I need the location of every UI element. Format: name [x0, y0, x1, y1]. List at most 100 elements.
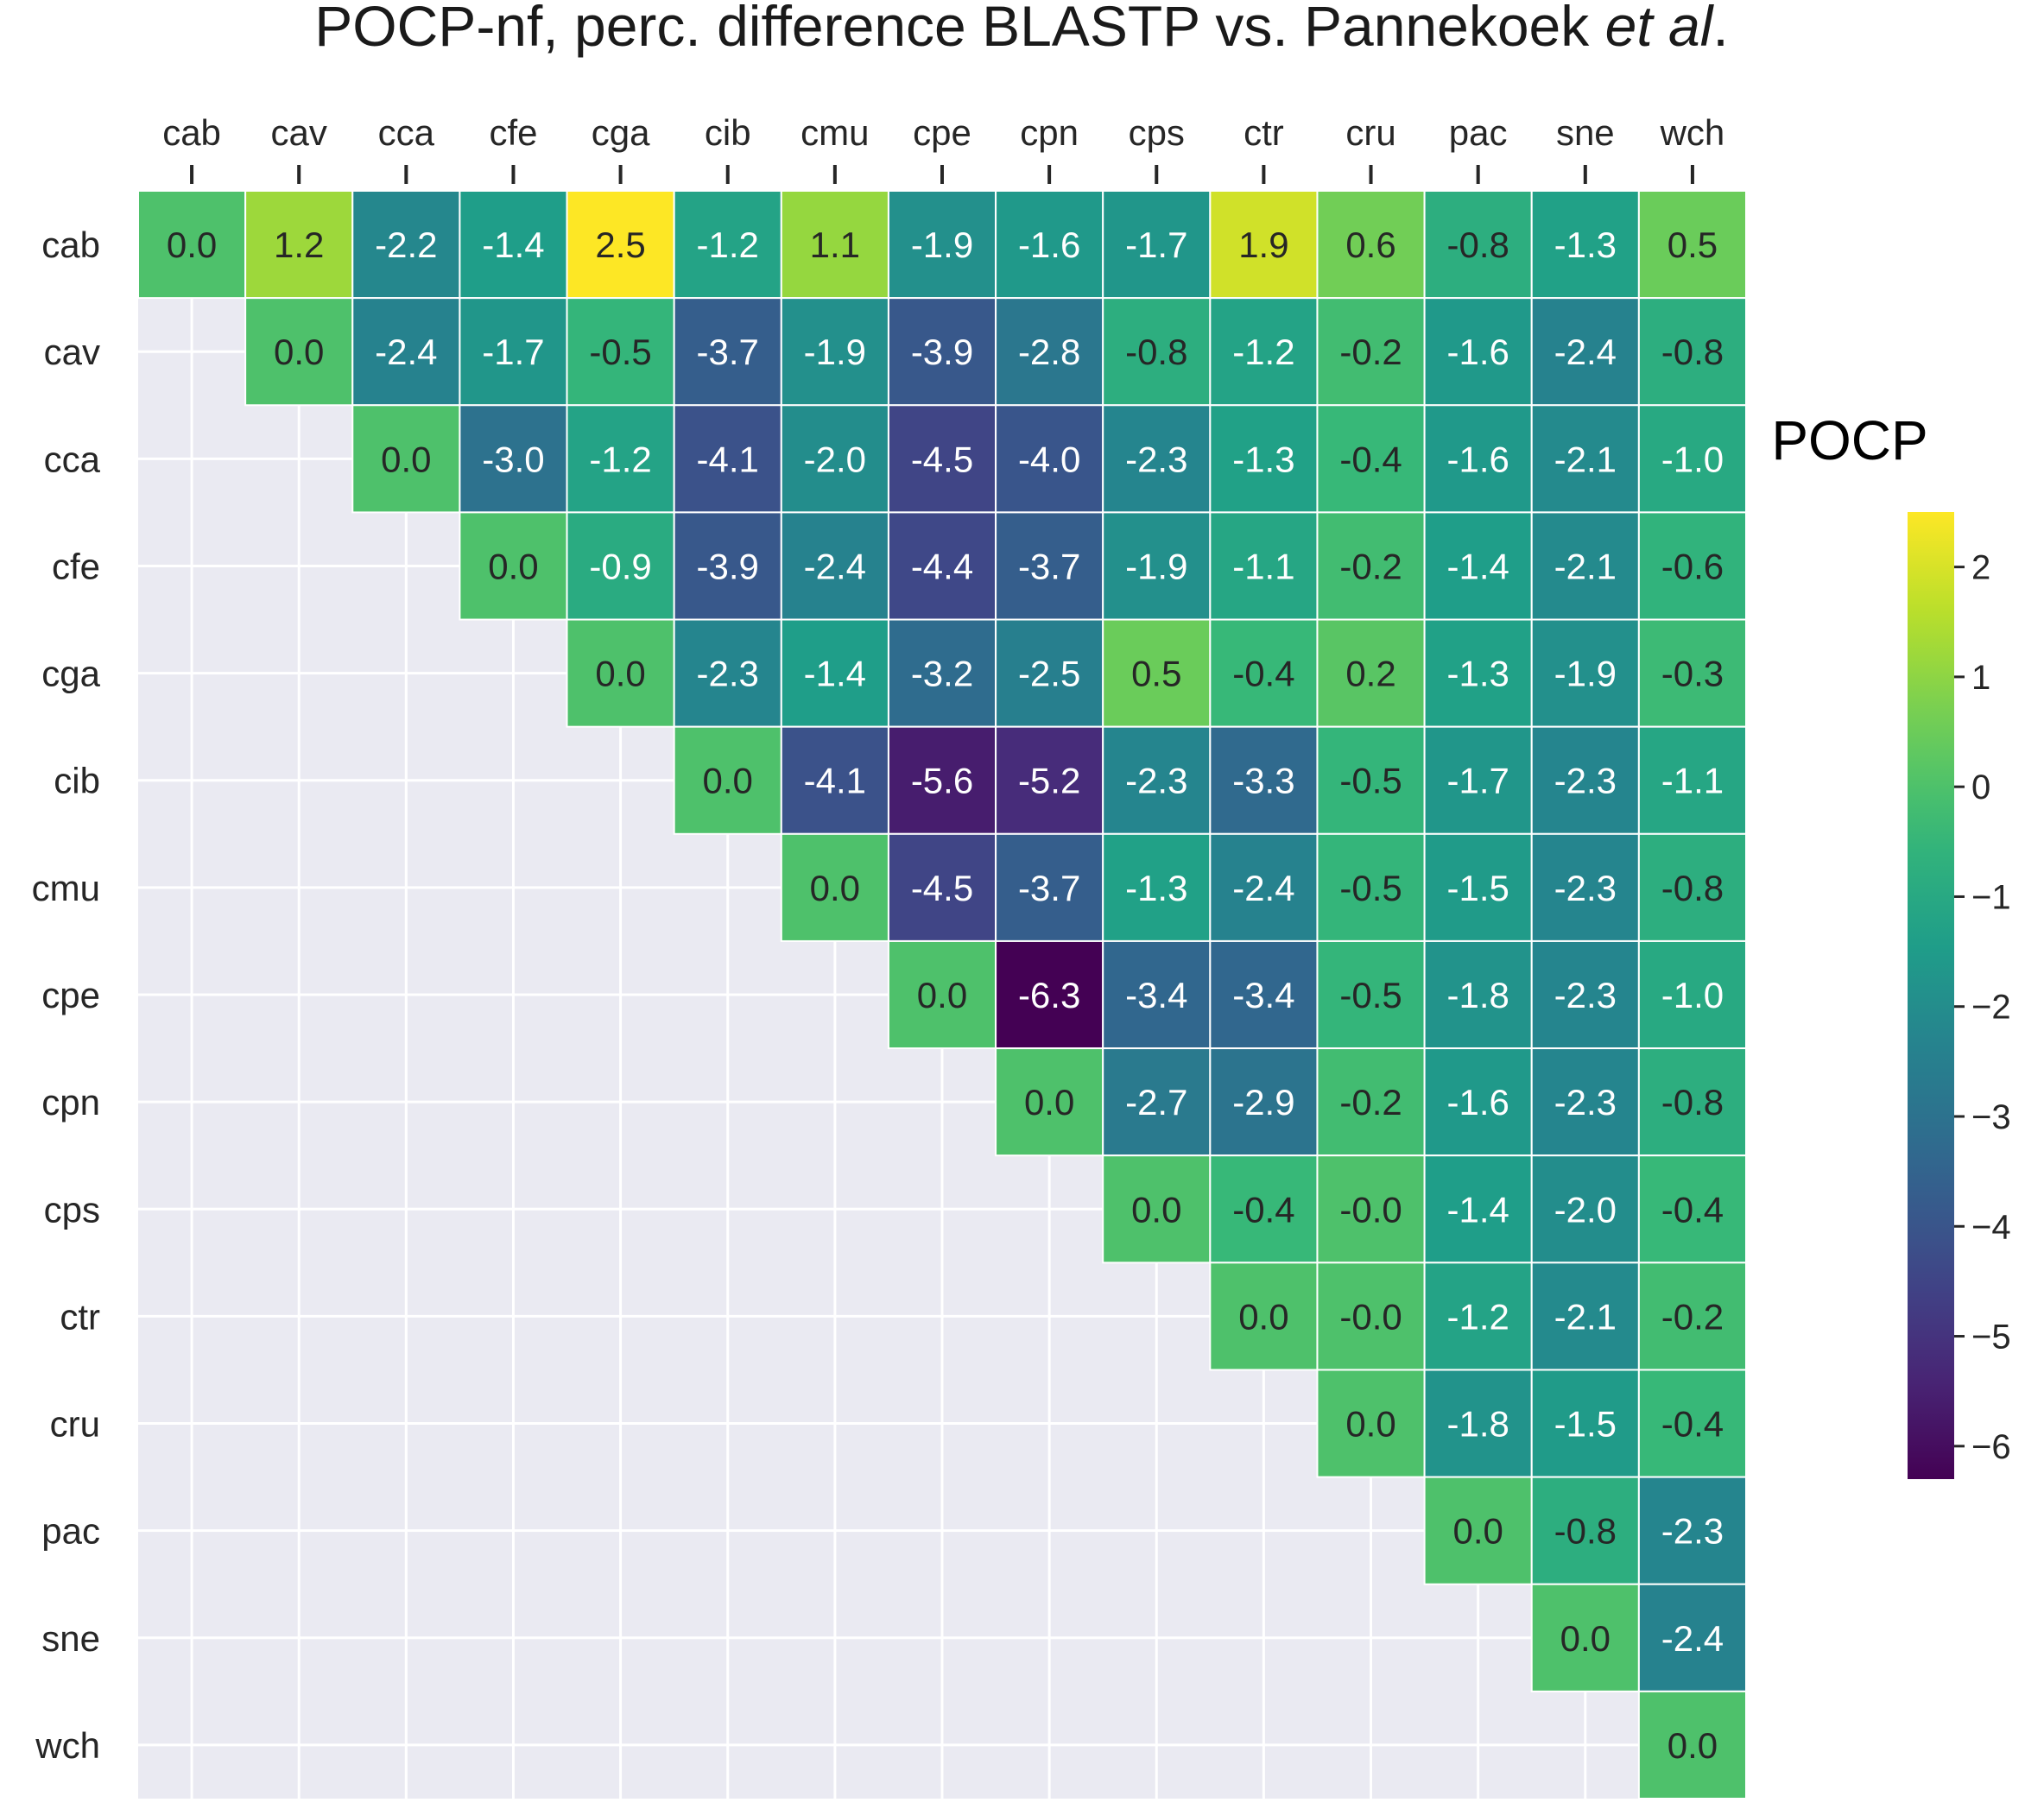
- x-tick-label: cib: [705, 112, 751, 153]
- cell-value-label: -4.1: [697, 439, 759, 479]
- cell-value-label: -1.0: [1661, 975, 1724, 1015]
- heatmap-cell: [1637, 190, 1748, 300]
- y-tick-label: cps: [44, 1189, 100, 1230]
- heatmap-cell: [1316, 1369, 1426, 1478]
- cell-value-label: -0.4: [1661, 1189, 1724, 1230]
- cell-value-label: 0.0: [1452, 1511, 1503, 1552]
- heatmap-plot-area: 0.0 1.2 -2.2 -1.4 2.5 -1.2 1.1 -1.9 -1.6 -1.7 1.9 0…: [32, 112, 1748, 1800]
- colorbar-tick-label: −4: [1971, 1208, 2011, 1246]
- cell-value-label: -0.4: [1661, 1404, 1724, 1445]
- heatmap-cell: [1102, 404, 1212, 514]
- heatmap-cell: [1637, 939, 1748, 1050]
- heatmap-cell: [351, 297, 461, 407]
- heatmap-cell: [1423, 939, 1533, 1050]
- colorbar-tick-label: 1: [1971, 659, 1990, 697]
- heatmap-cell: [1102, 511, 1212, 621]
- heatmap-cell: [1530, 1262, 1640, 1371]
- cell-value-label: -3.9: [911, 332, 973, 372]
- cell-value-label: -2.4: [804, 546, 866, 586]
- heatmap-cell: [1530, 1047, 1640, 1157]
- cell-value-label: 0.5: [1667, 225, 1718, 265]
- cell-value-label: -1.2: [697, 225, 759, 265]
- heatmap-cell: [1423, 725, 1533, 835]
- cell-value-label: -3.4: [1232, 975, 1294, 1015]
- cell-value-label: -1.0: [1661, 439, 1724, 479]
- cell-value-label: -2.2: [375, 225, 437, 265]
- heatmap-cell: [1423, 618, 1533, 728]
- cell-value-label: -1.7: [1125, 225, 1187, 265]
- heatmap-cell: [1316, 725, 1426, 835]
- cell-value-label: -2.4: [375, 332, 437, 372]
- cell-value-label: -0.4: [1232, 1189, 1294, 1230]
- cell-value-label: -1.7: [482, 332, 544, 372]
- heatmap-cell: [1102, 939, 1212, 1050]
- heatmap-cell: [1316, 404, 1426, 514]
- cell-value-label: -0.5: [1339, 868, 1402, 908]
- y-tick-label: cib: [54, 761, 100, 801]
- cell-value-label: -4.1: [804, 761, 866, 801]
- heatmap-cell: [244, 297, 354, 407]
- cell-value-label: -1.6: [1446, 439, 1509, 479]
- cell-value-label: -2.0: [1554, 1189, 1617, 1230]
- cell-value-label: -3.7: [1018, 868, 1080, 908]
- cell-value-label: -0.5: [1339, 761, 1402, 801]
- cell-value-label: -1.6: [1018, 225, 1080, 265]
- cell-value-label: 0.0: [1238, 1296, 1288, 1337]
- cell-value-label: -1.2: [1232, 332, 1294, 372]
- heatmap-cell: [1637, 1369, 1748, 1478]
- heatmap-cell: [1637, 832, 1748, 942]
- colorbar: 2 1 0 −1 −2 −3 −4 −5 −6: [1908, 512, 2011, 1479]
- heatmap-cell: [1102, 1047, 1212, 1157]
- cell-value-label: -0.2: [1339, 332, 1402, 372]
- cell-value-label: -0.2: [1661, 1296, 1724, 1337]
- cell-value-label: -1.9: [1554, 654, 1617, 694]
- colorbar-tick-label: 2: [1971, 549, 1990, 587]
- cell-value-label: -1.3: [1446, 654, 1509, 694]
- x-tick-label: cab: [162, 112, 221, 153]
- heatmap-cell: [780, 511, 889, 621]
- cell-value-label: -0.5: [589, 332, 651, 372]
- x-tick-label: sne: [1556, 112, 1615, 153]
- y-tick-label: cga: [41, 654, 100, 694]
- heatmap-cell: [1637, 1690, 1748, 1800]
- cell-value-label: -1.8: [1446, 975, 1509, 1015]
- chart-title: POCP-nf, perc. difference BLASTP vs. Pan…: [314, 0, 1728, 58]
- heatmap-cell: [995, 832, 1104, 942]
- cell-value-label: -1.4: [482, 225, 544, 265]
- cell-value-label: 0.0: [1345, 1404, 1395, 1445]
- heatmap-cell: [1316, 1047, 1426, 1157]
- heatmap-cell: [1423, 1476, 1533, 1585]
- y-tick-label: pac: [41, 1511, 100, 1552]
- x-tick-label: pac: [1449, 112, 1508, 153]
- heatmap-cell: [995, 1047, 1104, 1157]
- cell-value-label: -5.6: [911, 761, 973, 801]
- cell-value-label: 1.9: [1238, 225, 1288, 265]
- cell-value-label: -3.9: [697, 546, 759, 586]
- cell-value-label: -2.3: [1554, 761, 1617, 801]
- heatmap-cell: [1316, 618, 1426, 728]
- cell-value-label: -2.3: [1554, 868, 1617, 908]
- heatmap-cell: [1316, 297, 1426, 407]
- x-tick-label: cav: [271, 112, 327, 153]
- heatmap-cell: [673, 618, 782, 728]
- cell-value-label: -4.5: [911, 868, 973, 908]
- cell-value-label: -3.7: [697, 332, 759, 372]
- heatmap-cell: [1637, 1154, 1748, 1264]
- heatmap-cell: [995, 618, 1104, 728]
- y-tick-label: cab: [41, 225, 100, 265]
- cell-value-label: -0.3: [1661, 654, 1724, 694]
- heatmap-cell: [1423, 832, 1533, 942]
- heatmap-cell: [887, 725, 997, 835]
- cell-value-label: -1.5: [1554, 1404, 1617, 1445]
- y-tick-label: cpe: [41, 975, 100, 1015]
- cell-value-label: -1.6: [1446, 332, 1509, 372]
- cell-value-label: -2.9: [1232, 1082, 1294, 1123]
- x-tick-label: cpn: [1020, 112, 1079, 153]
- cell-value-label: -3.4: [1125, 975, 1187, 1015]
- heatmap-cell: [1530, 190, 1640, 300]
- cell-value-label: -0.8: [1125, 332, 1187, 372]
- heatmap-cell: [995, 404, 1104, 514]
- cell-value-label: 0.0: [1131, 1189, 1181, 1230]
- cell-value-label: 0.0: [810, 868, 860, 908]
- y-tick-label: cpn: [41, 1082, 100, 1123]
